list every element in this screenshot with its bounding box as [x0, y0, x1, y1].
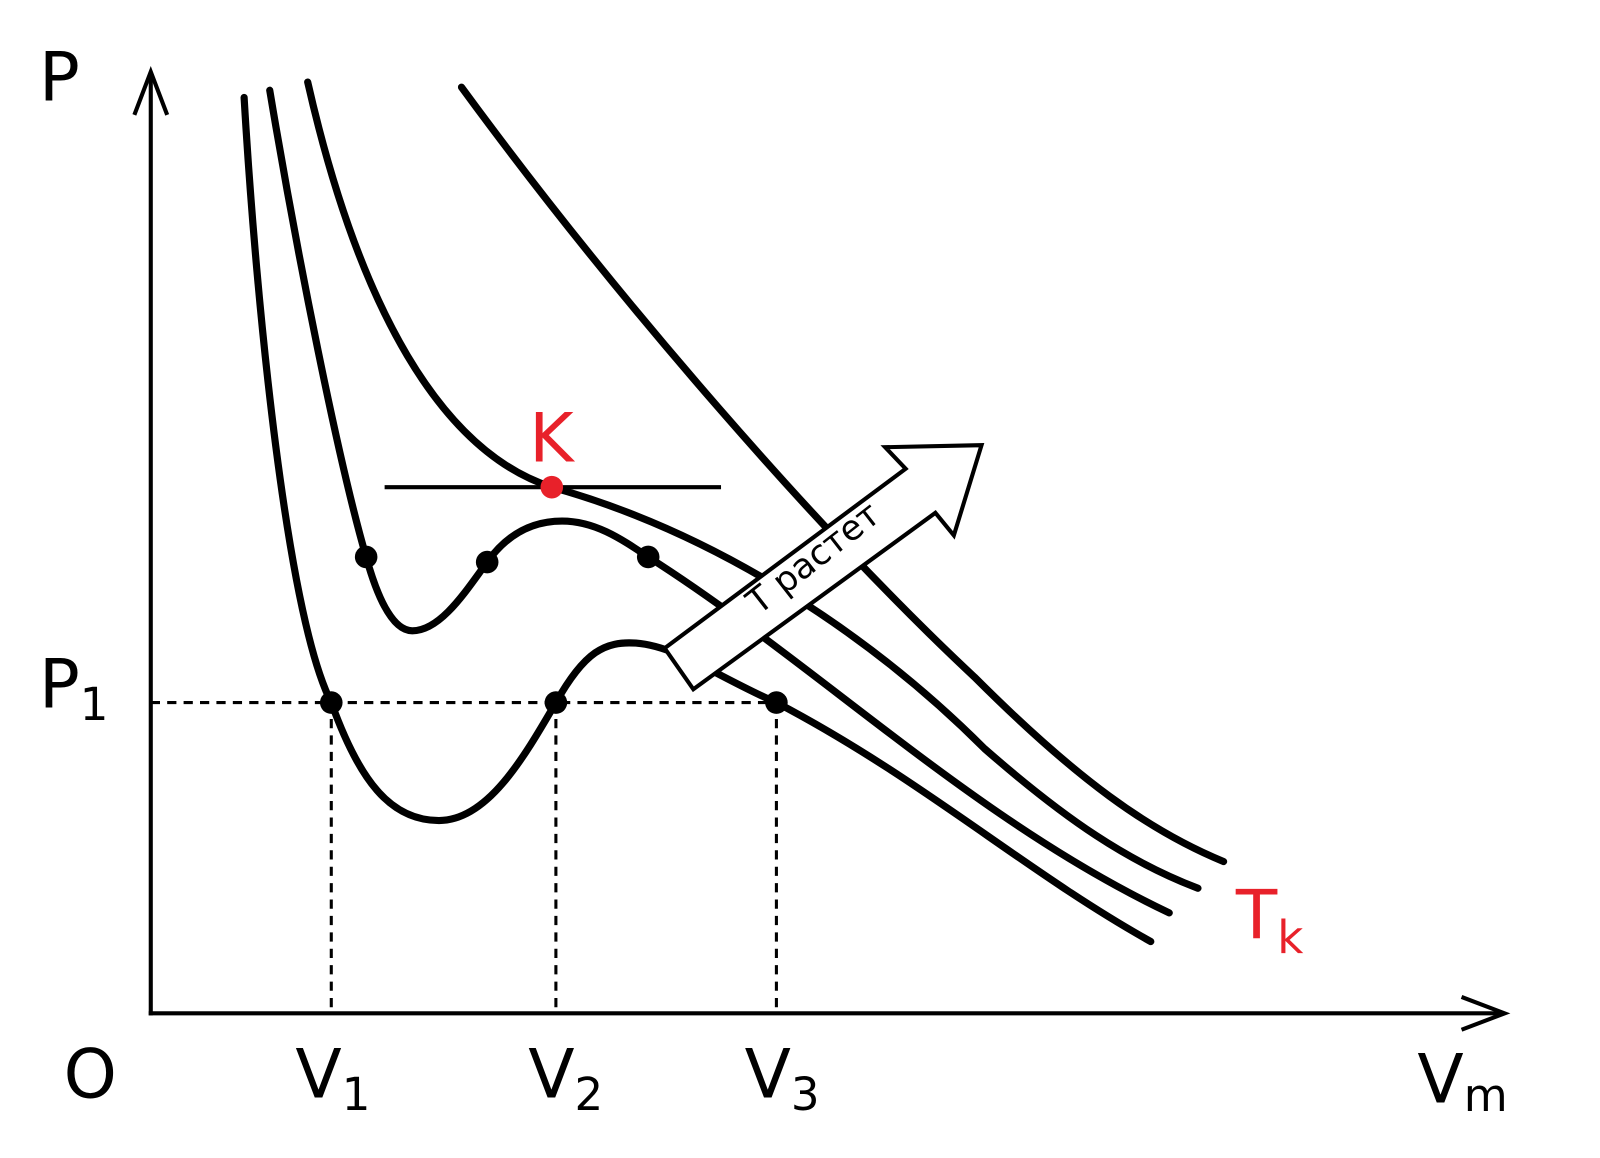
x-axis-label: Vm	[1417, 1040, 1507, 1122]
y-axis-label: P	[39, 38, 80, 117]
critical-point-label: K	[529, 399, 575, 478]
origin-label: O	[64, 1034, 117, 1113]
arrow: T растет	[661, 443, 985, 693]
guides	[150, 485, 778, 1014]
volume-label: V2	[528, 1034, 603, 1120]
points	[320, 475, 788, 714]
isotherms	[240, 78, 1228, 946]
pressure-label: P1	[39, 645, 109, 731]
volume-label: V1	[295, 1034, 370, 1120]
volume-label: V3	[745, 1034, 820, 1120]
axes	[132, 66, 1511, 1032]
critical-temperature-label: Tk	[1235, 875, 1303, 963]
